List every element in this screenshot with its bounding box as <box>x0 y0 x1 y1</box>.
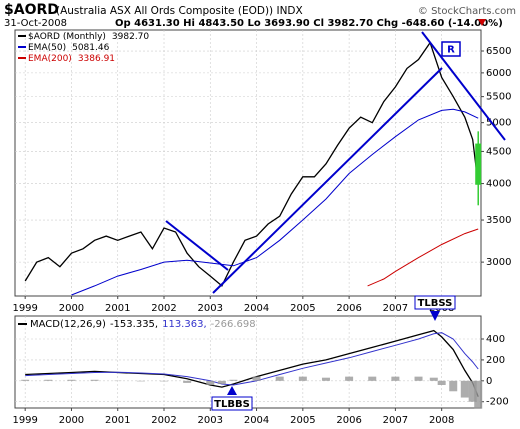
x-tick-label: 2000 <box>59 303 84 314</box>
x-tick-label: 1999 <box>12 303 37 314</box>
histogram-bar <box>474 380 483 409</box>
histogram-bar <box>391 376 400 381</box>
x-tick-label: 2003 <box>198 303 223 314</box>
bar-body <box>475 143 482 185</box>
annotation: TLBBS <box>214 399 250 410</box>
histogram-bar <box>429 377 438 381</box>
x-tick-label: 2007 <box>383 303 408 314</box>
chart-subtitle: (Australia ASX All Ords Composite (EOD))… <box>56 5 303 17</box>
histogram-bar <box>449 380 458 392</box>
y-tick-label: 3500 <box>486 215 511 226</box>
histogram-bar <box>298 376 307 381</box>
x-tick-label: 2002 <box>151 303 176 314</box>
histogram-bar <box>206 380 215 385</box>
annotation: TLBSS <box>418 298 453 309</box>
annotation-box <box>441 41 461 57</box>
macd-value: -153.335, <box>110 319 158 330</box>
histogram-bar <box>90 379 99 381</box>
price-panel <box>14 29 482 297</box>
macd-title: MACD(12,26,9) <box>30 319 106 330</box>
macd-value: 113.363, <box>162 319 207 330</box>
histogram-bar <box>368 376 377 381</box>
series-line <box>24 41 479 287</box>
series-line <box>367 228 479 287</box>
x-tick-label: 2005 <box>290 303 315 314</box>
legend-entry: $AORD (Monthly) 3982.70 <box>28 32 149 42</box>
x-tick-label: 2004 <box>244 415 269 426</box>
x-tick-label: 1999 <box>12 415 37 426</box>
y-tick-label: 0 <box>486 376 492 387</box>
histogram-bar <box>252 376 261 381</box>
trend-line <box>421 31 506 141</box>
histogram-bar <box>345 376 354 381</box>
macd-value: -266.698 <box>211 319 256 330</box>
y-tick-label: 5000 <box>486 118 511 129</box>
legend-name: EMA(200) <box>28 54 72 64</box>
histogram-bar <box>136 380 145 382</box>
histogram-bar <box>437 380 446 385</box>
y-tick-label: 4000 <box>486 179 511 190</box>
x-tick-label: 2001 <box>105 415 130 426</box>
legend-value: 5081.46 <box>72 43 109 53</box>
y-tick-label: 200 <box>486 355 505 366</box>
annotation-box <box>211 396 253 411</box>
x-tick-label: 2004 <box>244 303 269 314</box>
trend-line <box>212 67 443 294</box>
histogram-bar <box>460 380 469 398</box>
arrow <box>227 386 237 395</box>
x-tick-label: 2001 <box>105 303 130 314</box>
trend-line <box>165 220 229 271</box>
legend-entry: EMA(200) 3386.91 <box>28 54 115 64</box>
y-tick-label: 5500 <box>486 92 511 103</box>
histogram-bar <box>67 379 76 381</box>
quote: Op 4631.30 Hi 4843.50 Lo 3693.90 Cl 3982… <box>115 18 503 29</box>
credit: © StockCharts.com <box>418 6 516 17</box>
y-tick-label: 4500 <box>486 146 511 157</box>
x-tick-label: 2002 <box>151 415 176 426</box>
y-tick-label: 3000 <box>486 257 511 268</box>
x-tick-label: 2007 <box>383 415 408 426</box>
series-line <box>25 332 479 386</box>
y-tick-label: 6500 <box>486 46 511 57</box>
x-tick-label: 2000 <box>59 415 84 426</box>
histogram-bar <box>183 380 192 383</box>
legend-name: EMA(50) <box>28 43 66 53</box>
histogram-bar <box>229 379 238 381</box>
series-line <box>71 108 479 296</box>
x-tick-label: 2005 <box>290 415 315 426</box>
x-tick-label: 2008 <box>429 415 454 426</box>
annotation-box <box>414 295 456 310</box>
down-arrow <box>478 19 486 26</box>
histogram-bar <box>275 376 284 381</box>
x-tick-label: 2003 <box>198 415 223 426</box>
x-tick-label: 2006 <box>336 303 361 314</box>
histogram-bar <box>44 379 53 381</box>
histogram-bar <box>217 380 226 384</box>
y-tick-label: -200 <box>486 397 509 408</box>
legend-value: 3386.91 <box>78 54 115 64</box>
y-tick-label: 6000 <box>486 68 511 79</box>
macd-legend: MACD(12,26,9) -153.335, 113.363, -266.698 <box>30 319 256 330</box>
x-tick-label: 2006 <box>336 415 361 426</box>
legend-entry: EMA(50) 5081.46 <box>28 43 110 53</box>
y-tick-label: 400 <box>486 334 505 345</box>
histogram-bar <box>414 376 423 381</box>
chart-title: $AORD <box>4 2 59 18</box>
annotation: R <box>447 45 455 56</box>
legend-value: 3982.70 <box>112 32 149 42</box>
histogram-bar <box>160 380 169 382</box>
legend-name: $AORD (Monthly) <box>28 32 106 42</box>
histogram-bar <box>321 377 330 381</box>
series-line <box>25 329 479 398</box>
histogram-bar <box>21 379 30 381</box>
plots: 1999200020012002200320042005200620072008… <box>12 30 511 426</box>
arrow <box>430 311 440 321</box>
date: 31-Oct-2008 <box>4 18 67 29</box>
histogram-bar <box>468 380 477 402</box>
